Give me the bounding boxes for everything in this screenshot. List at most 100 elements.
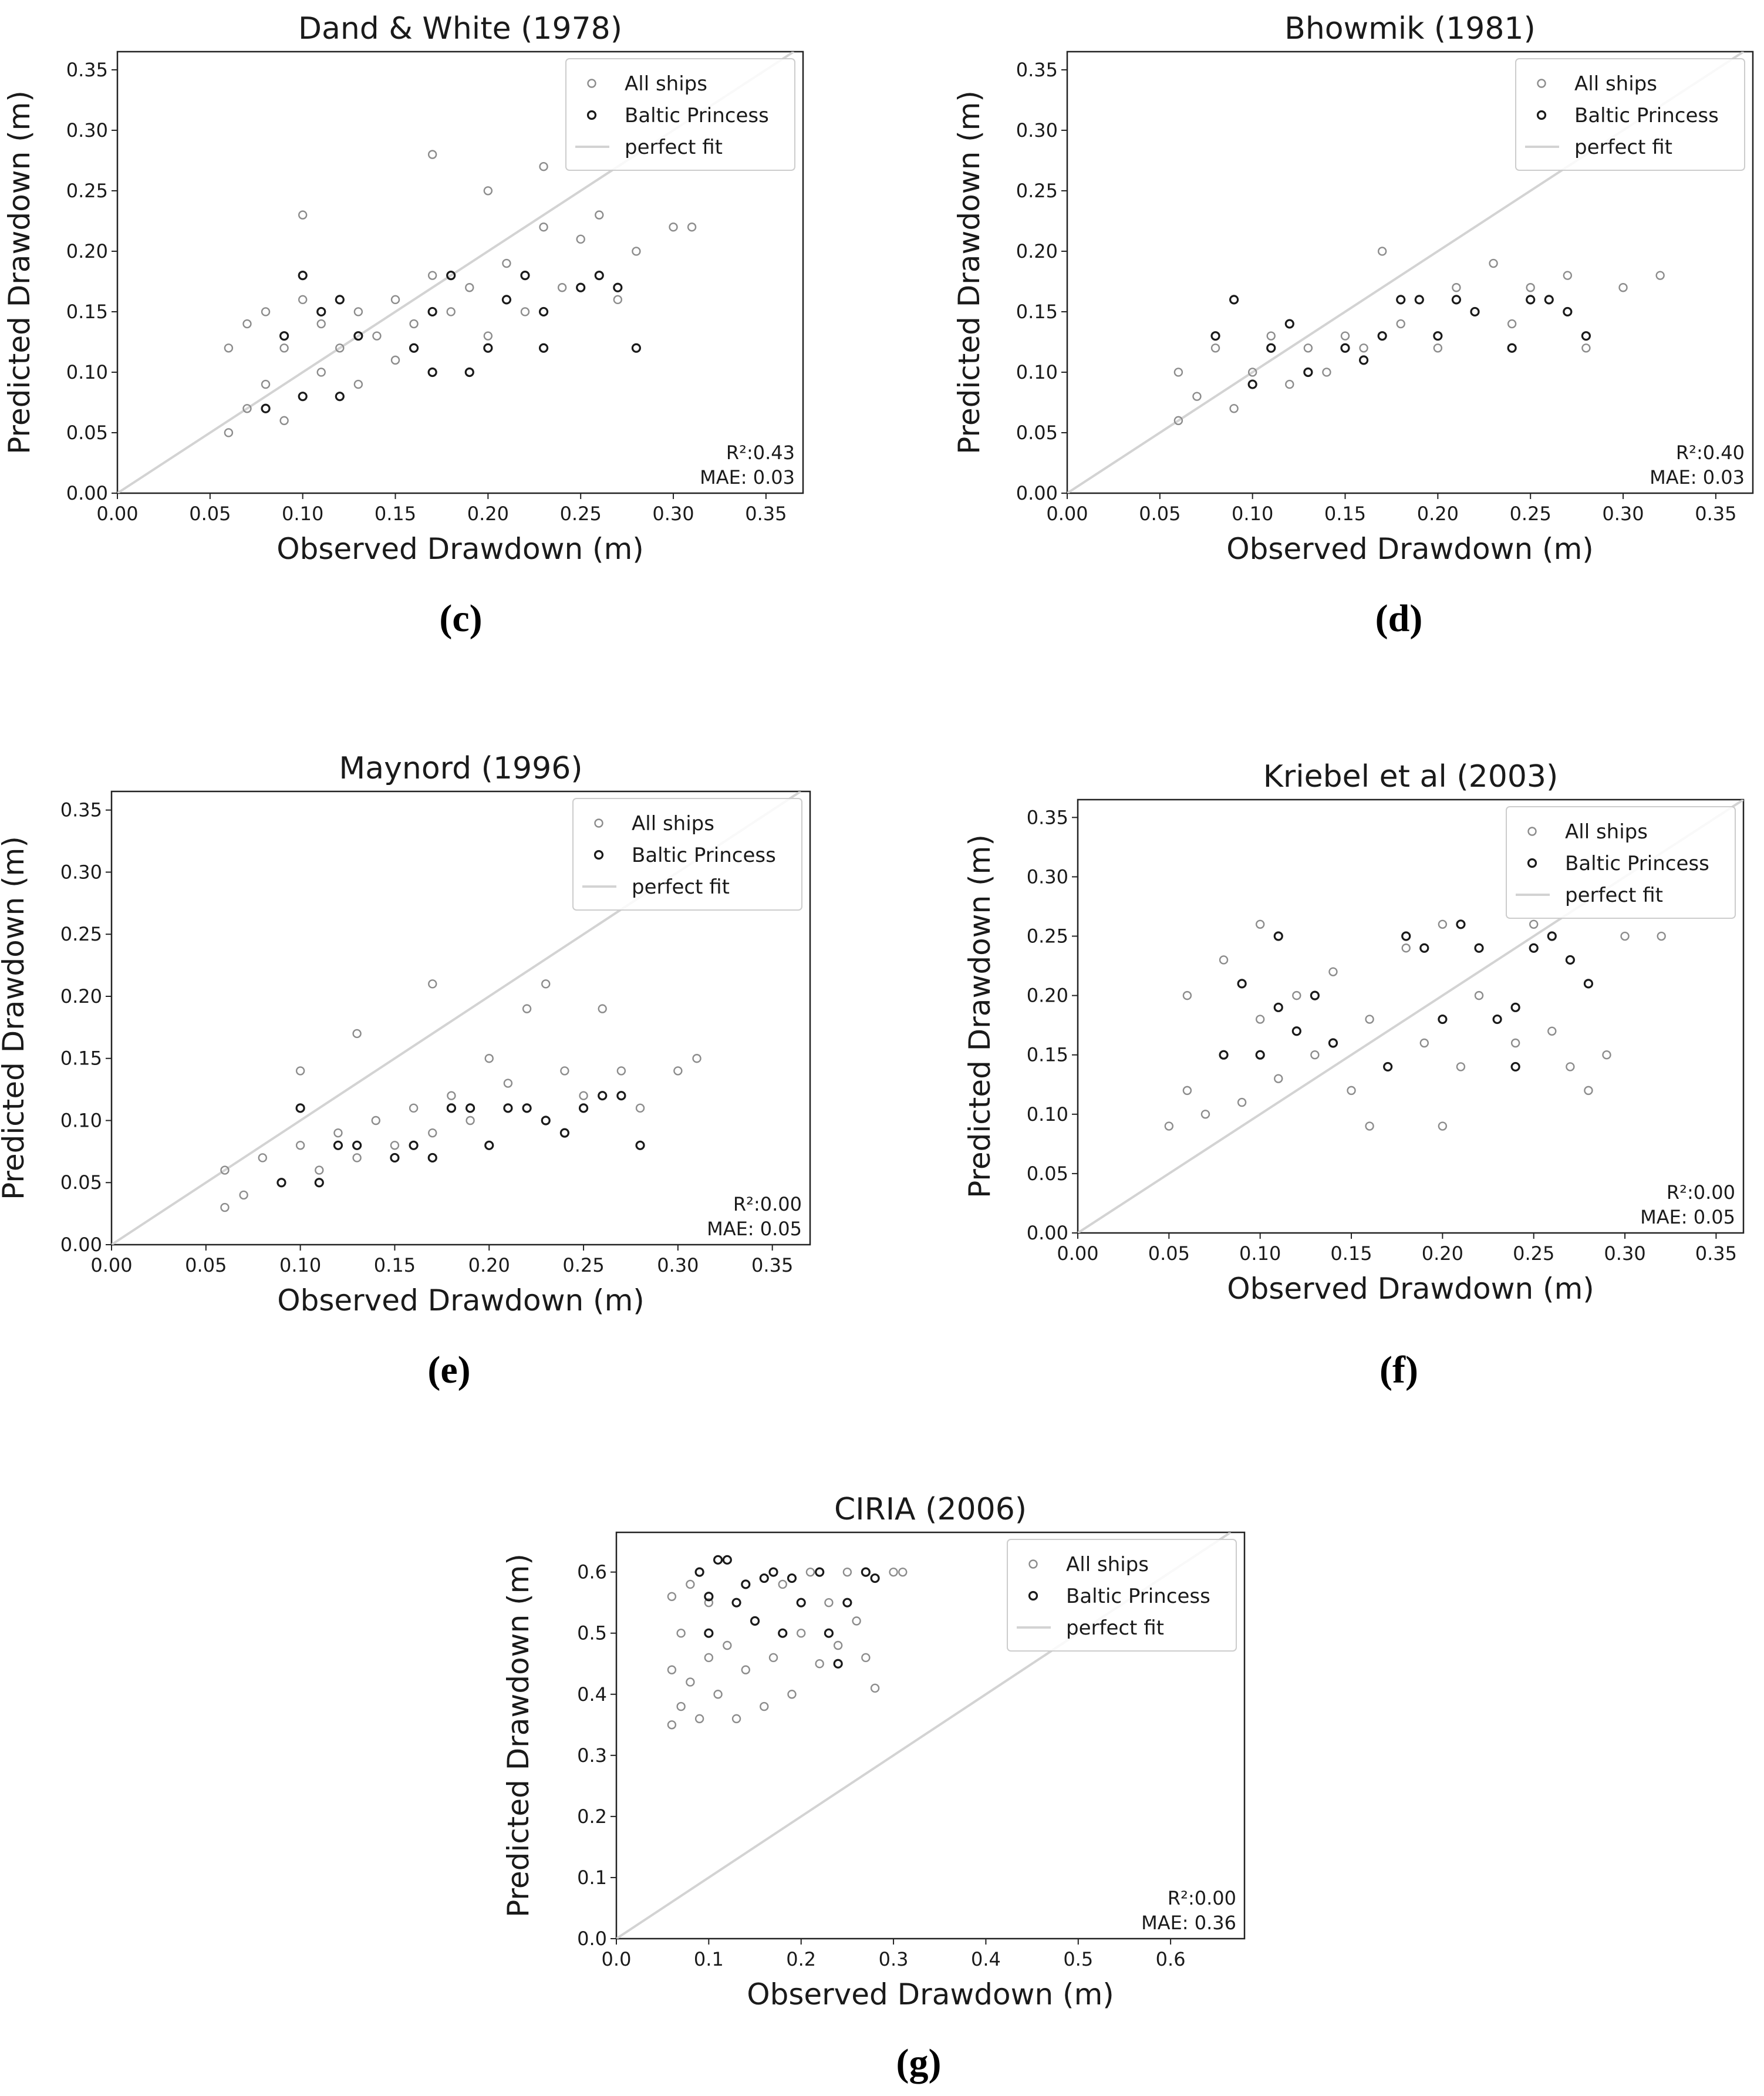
legend-perfect-fit-label: perfect fit xyxy=(1565,884,1663,907)
baltic-princess-point xyxy=(409,1140,419,1150)
y-tick-label: 0.05 xyxy=(1027,1162,1068,1185)
all-ships-point xyxy=(1359,343,1368,353)
all-ships-point xyxy=(465,283,474,292)
all-ships-point xyxy=(889,1567,898,1577)
x-tick-label: 0.30 xyxy=(652,503,694,525)
all-ships-point xyxy=(760,1701,769,1711)
all-ships-point xyxy=(613,295,623,305)
all-ships-point xyxy=(616,1066,626,1076)
x-tick-label: 0.05 xyxy=(1139,503,1181,525)
all-ships-point xyxy=(466,1116,475,1125)
baltic-princess-point xyxy=(446,1103,457,1113)
all-ships-point xyxy=(503,1079,513,1088)
all-ships-point xyxy=(1618,283,1628,292)
legend-all-ships-marker xyxy=(594,818,603,828)
x-tick-label: 0.05 xyxy=(189,503,231,525)
plot-frame xyxy=(116,50,804,494)
all-ships-point xyxy=(731,1714,741,1724)
y-tick-label: 0.35 xyxy=(1027,806,1068,828)
all-ships-point xyxy=(1164,1121,1174,1131)
baltic-princess-point xyxy=(427,1153,437,1163)
y-tick-label: 0.35 xyxy=(66,59,108,81)
baltic-princess-point xyxy=(427,306,437,317)
mae-label: MAE: 0.03 xyxy=(700,466,795,488)
baltic-princess-point xyxy=(704,1628,714,1638)
all-ships-point xyxy=(428,1128,437,1138)
x-axis-label: Observed Drawdown (m) xyxy=(276,532,644,566)
plot-frame xyxy=(110,790,811,1246)
baltic-princess-point xyxy=(722,1555,732,1565)
y-tick-label: 0.0 xyxy=(577,1927,607,1950)
baltic-princess-point xyxy=(578,1103,589,1113)
baltic-princess-point xyxy=(1377,331,1387,341)
all-ships-point xyxy=(1365,1121,1374,1131)
baltic-princess-point xyxy=(750,1616,760,1626)
y-tick-label: 0.05 xyxy=(60,1171,102,1194)
all-ships-point xyxy=(686,1677,695,1687)
r2-label: R²:0.43 xyxy=(726,442,795,464)
legend-all-ships-label: All ships xyxy=(1565,820,1648,844)
baltic-princess-point xyxy=(1544,295,1554,305)
y-tick-label: 0.25 xyxy=(60,923,102,945)
all-ships-point xyxy=(576,234,585,244)
all-ships-point xyxy=(372,331,382,341)
y-tick-label: 0.5 xyxy=(577,1622,607,1645)
x-tick-label: 0.00 xyxy=(96,503,138,525)
baltic-princess-point xyxy=(759,1573,769,1583)
all-ships-point xyxy=(1452,283,1461,292)
x-tick-label: 0.00 xyxy=(1057,1242,1098,1265)
all-ships-point xyxy=(778,1579,787,1589)
all-ships-point xyxy=(842,1567,852,1577)
all-ships-point xyxy=(673,1066,683,1076)
y-tick-label: 0.2 xyxy=(577,1805,607,1828)
all-ships-point xyxy=(242,404,252,413)
all-ships-point xyxy=(239,1190,248,1200)
y-tick-label: 0.20 xyxy=(1016,240,1058,262)
y-tick-label: 0.05 xyxy=(1016,422,1058,444)
all-ships-point xyxy=(898,1567,908,1577)
baltic-princess-point xyxy=(1303,367,1313,378)
y-tick-label: 0.20 xyxy=(60,985,102,1007)
all-ships-point xyxy=(539,223,548,232)
y-axis-label: Predicted Drawdown (m) xyxy=(501,1554,535,1918)
legend-baltic-princess-marker xyxy=(1028,1590,1038,1601)
baltic-princess-point xyxy=(1273,931,1283,941)
x-tick-label: 0.25 xyxy=(560,503,602,525)
all-ships-point xyxy=(1255,919,1265,929)
baltic-princess-point xyxy=(1507,343,1517,353)
baltic-princess-point xyxy=(295,1103,305,1113)
x-tick-label: 0.20 xyxy=(1417,503,1459,525)
baltic-princess-point xyxy=(1358,355,1369,365)
panel-title: Maynord (1996) xyxy=(339,751,582,786)
x-tick-label: 0.05 xyxy=(1148,1242,1190,1265)
baltic-princess-point xyxy=(390,1153,400,1163)
baltic-princess-point xyxy=(1529,943,1539,953)
all-ships-point xyxy=(1581,343,1591,353)
panel-caption: (c) xyxy=(439,597,482,640)
y-tick-label: 0.15 xyxy=(1027,1044,1068,1066)
plot-frame xyxy=(1077,798,1745,1234)
panel-d: Bhowmik (1981) 0.00 0.05 0.10 0.15 0.20 0.25 0.… xyxy=(952,11,1754,640)
y-tick-label: 0.6 xyxy=(577,1561,607,1583)
panel-caption: (e) xyxy=(427,1349,470,1391)
all-ships-point xyxy=(797,1628,806,1638)
legend-baltic-princess-marker xyxy=(1527,858,1537,868)
all-ships-point xyxy=(870,1683,880,1693)
baltic-princess-point xyxy=(1565,955,1575,965)
baltic-princess-point xyxy=(1583,979,1594,989)
plot-frame xyxy=(1066,50,1754,494)
y-axis-label: Predicted Drawdown (m) xyxy=(952,90,986,454)
baltic-princess-point xyxy=(1396,295,1406,305)
r2-label: R²:0.00 xyxy=(1667,1181,1735,1204)
all-ships-point xyxy=(390,1141,400,1150)
all-ships-point xyxy=(598,1004,607,1013)
all-ships-point xyxy=(483,331,493,341)
x-tick-label: 0.35 xyxy=(1695,503,1736,525)
baltic-princess-point xyxy=(1547,931,1557,941)
all-ships-point xyxy=(295,1066,305,1076)
all-ships-point xyxy=(686,1579,695,1589)
legend-perfect-fit-label: perfect fit xyxy=(632,875,730,899)
baltic-princess-point xyxy=(484,1140,494,1150)
x-tick-label: 0.10 xyxy=(1239,1242,1281,1265)
baltic-princess-point xyxy=(501,295,512,305)
